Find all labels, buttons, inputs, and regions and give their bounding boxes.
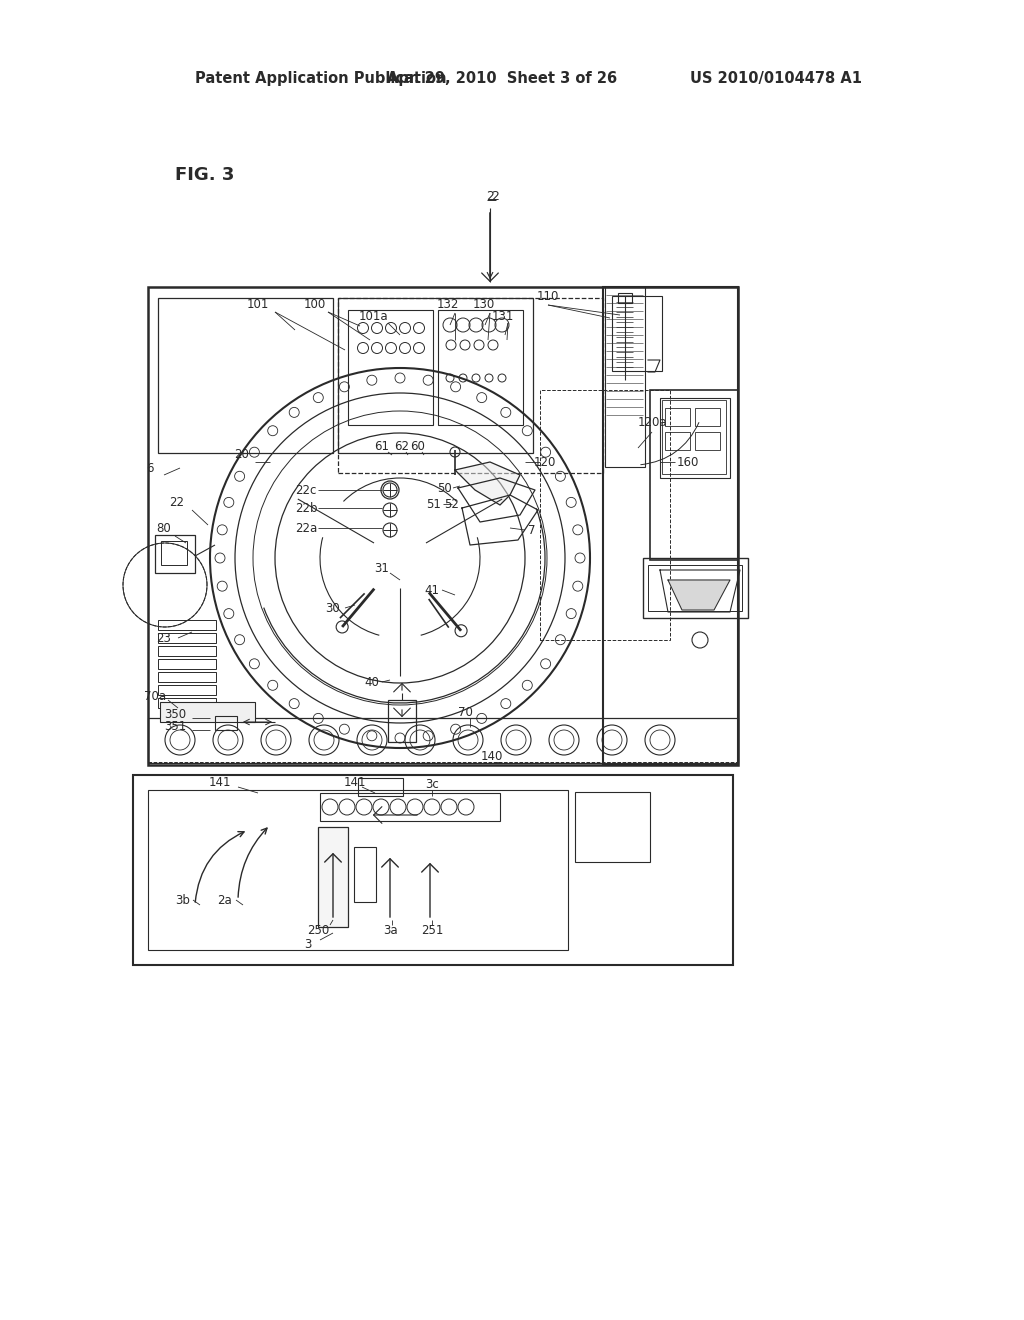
Text: 52: 52 xyxy=(444,498,460,511)
Bar xyxy=(605,286,645,467)
Bar xyxy=(695,432,720,450)
Text: 141: 141 xyxy=(344,776,367,789)
Text: 70: 70 xyxy=(458,705,472,718)
Bar xyxy=(618,293,632,304)
Text: 51: 51 xyxy=(427,498,441,511)
Bar xyxy=(358,777,403,796)
Text: 30: 30 xyxy=(326,602,340,615)
Text: 3: 3 xyxy=(304,939,311,952)
Text: 250: 250 xyxy=(307,924,329,936)
Bar xyxy=(665,432,690,450)
Bar xyxy=(318,828,348,927)
Bar xyxy=(158,645,216,656)
Bar xyxy=(665,408,690,426)
Text: 31: 31 xyxy=(375,561,389,574)
Text: 22: 22 xyxy=(170,495,184,508)
Text: 101: 101 xyxy=(247,298,269,312)
Text: 22a: 22a xyxy=(295,521,317,535)
Text: 80: 80 xyxy=(157,521,171,535)
Bar xyxy=(148,789,568,950)
Text: 61: 61 xyxy=(375,440,389,453)
Bar xyxy=(158,698,216,708)
Bar xyxy=(575,792,650,862)
Text: 6: 6 xyxy=(146,462,154,474)
Bar xyxy=(158,620,216,630)
Bar xyxy=(540,389,670,640)
Text: 3b: 3b xyxy=(175,894,190,907)
Bar xyxy=(695,408,720,426)
Text: 7: 7 xyxy=(528,524,536,536)
Bar xyxy=(648,565,742,611)
Text: 2a: 2a xyxy=(218,894,232,907)
Bar xyxy=(650,389,738,560)
Text: 130: 130 xyxy=(473,298,496,312)
Text: 140: 140 xyxy=(481,750,503,763)
Bar xyxy=(148,718,738,763)
Text: 351: 351 xyxy=(164,719,186,733)
Bar xyxy=(133,775,733,965)
Bar xyxy=(158,634,216,643)
Text: 120: 120 xyxy=(534,455,556,469)
Bar xyxy=(643,558,748,618)
Text: US 2010/0104478 A1: US 2010/0104478 A1 xyxy=(690,70,862,86)
Text: 2: 2 xyxy=(486,190,494,203)
Bar xyxy=(612,296,662,371)
Bar xyxy=(160,702,255,722)
Bar xyxy=(319,793,500,821)
Text: 50: 50 xyxy=(436,482,452,495)
Text: 132: 132 xyxy=(437,298,459,312)
Text: 101a: 101a xyxy=(358,309,388,322)
Text: Apr. 29, 2010  Sheet 3 of 26: Apr. 29, 2010 Sheet 3 of 26 xyxy=(387,70,617,86)
Text: 2: 2 xyxy=(492,190,499,203)
Bar xyxy=(338,298,603,473)
Text: 160: 160 xyxy=(677,455,699,469)
Bar xyxy=(158,659,216,669)
Bar xyxy=(158,685,216,696)
Bar xyxy=(388,700,416,742)
Bar xyxy=(348,310,433,425)
Bar xyxy=(662,400,726,474)
Bar xyxy=(438,310,523,425)
Text: 3a: 3a xyxy=(383,924,397,936)
Text: 3c: 3c xyxy=(425,777,439,791)
Text: 70a: 70a xyxy=(144,689,166,702)
Text: 40: 40 xyxy=(365,676,380,689)
Bar xyxy=(158,298,333,453)
Text: Patent Application Publication: Patent Application Publication xyxy=(195,70,446,86)
Text: FIG. 3: FIG. 3 xyxy=(175,166,234,183)
Text: 22b: 22b xyxy=(295,502,317,515)
Text: 20: 20 xyxy=(234,449,250,462)
Bar xyxy=(161,541,187,565)
Polygon shape xyxy=(668,579,730,610)
Polygon shape xyxy=(455,462,520,506)
Text: 110: 110 xyxy=(537,290,559,304)
Text: 131: 131 xyxy=(492,309,514,322)
Text: 62: 62 xyxy=(394,440,410,453)
Text: 251: 251 xyxy=(421,924,443,936)
Bar xyxy=(660,399,730,478)
Bar xyxy=(354,847,376,902)
Bar xyxy=(158,672,216,682)
Text: 23: 23 xyxy=(157,631,171,644)
Text: 60: 60 xyxy=(411,440,425,453)
Bar xyxy=(215,715,237,730)
Text: 141: 141 xyxy=(209,776,231,789)
Bar xyxy=(603,286,738,766)
Text: 41: 41 xyxy=(425,583,439,597)
Text: 350: 350 xyxy=(164,708,186,721)
Text: 100: 100 xyxy=(304,298,326,312)
Bar xyxy=(148,286,738,766)
Text: 120a: 120a xyxy=(637,417,667,429)
Text: 22c: 22c xyxy=(295,483,316,496)
Bar xyxy=(338,298,534,453)
Bar xyxy=(155,535,195,573)
